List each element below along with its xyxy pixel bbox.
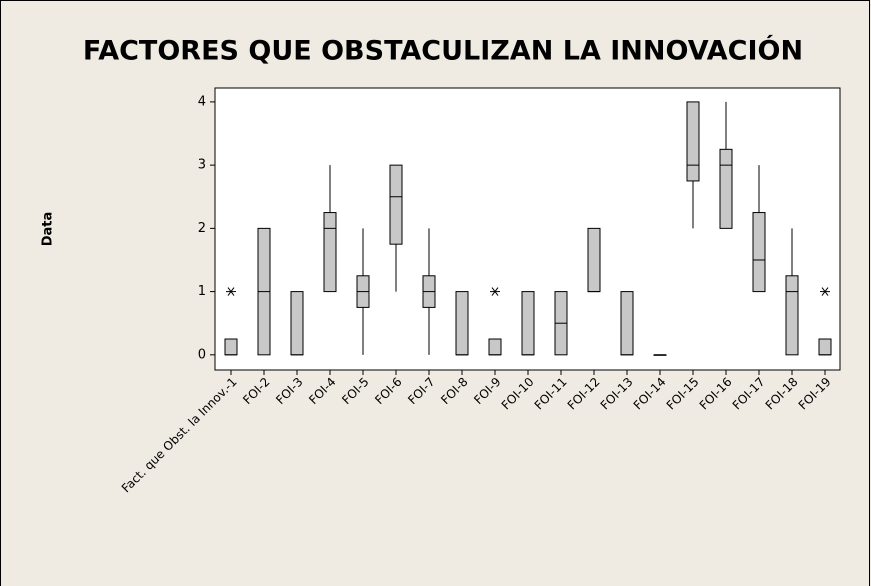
box bbox=[785, 275, 799, 356]
box bbox=[389, 164, 403, 245]
y-tick-label: 0 bbox=[198, 347, 206, 362]
outlier bbox=[490, 287, 500, 296]
box bbox=[455, 291, 469, 356]
y-tick-label: 4 bbox=[198, 94, 206, 109]
outlier bbox=[820, 287, 830, 296]
box bbox=[818, 338, 832, 356]
box bbox=[290, 291, 304, 356]
chart-title: FACTORES QUE OBSTACULIZAN LA INNOVACIÓN bbox=[83, 35, 803, 67]
box bbox=[719, 148, 733, 229]
box bbox=[224, 338, 238, 356]
outlier-stroke bbox=[491, 287, 499, 296]
outlier bbox=[226, 287, 236, 296]
box bbox=[587, 227, 601, 293]
y-axis-label: Data bbox=[41, 212, 56, 247]
box bbox=[521, 291, 535, 356]
y-tick-label: 3 bbox=[198, 158, 206, 173]
y-tick-label: 1 bbox=[198, 284, 206, 299]
box bbox=[752, 212, 766, 293]
box bbox=[686, 101, 700, 182]
box bbox=[620, 291, 634, 356]
box bbox=[488, 338, 502, 356]
outlier-stroke bbox=[821, 287, 829, 296]
outlier-stroke bbox=[227, 287, 235, 296]
y-tick-label: 2 bbox=[198, 221, 206, 236]
box bbox=[323, 212, 337, 293]
